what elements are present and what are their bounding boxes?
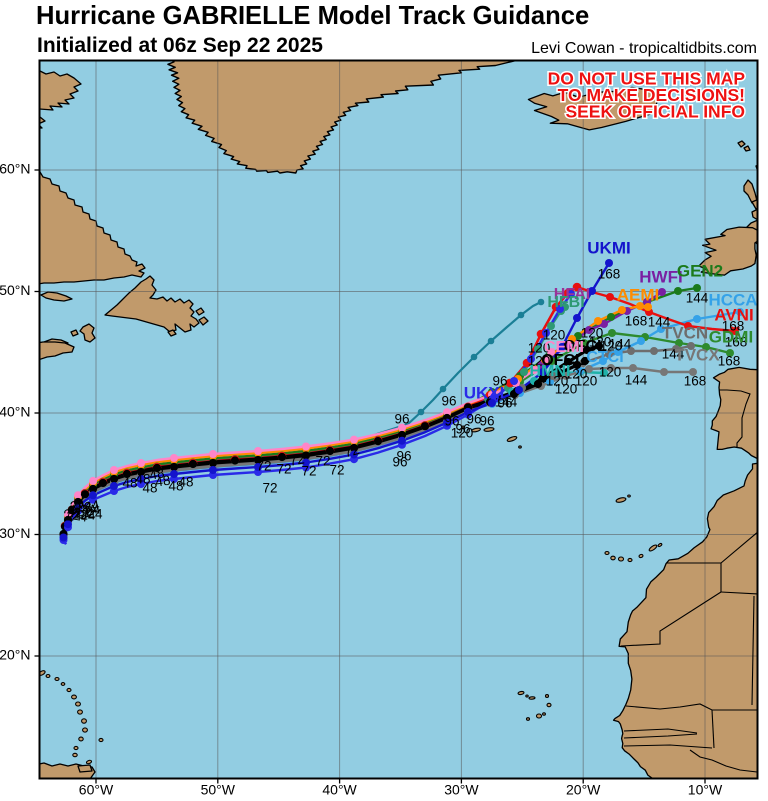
svg-text:AEMI: AEMI xyxy=(617,285,660,304)
svg-text:144: 144 xyxy=(609,337,632,352)
svg-text:SEEK OFFICIAL INFO: SEEK OFFICIAL INFO xyxy=(565,102,745,122)
svg-text:GDMI: GDMI xyxy=(709,327,753,346)
svg-text:120: 120 xyxy=(565,367,588,382)
svg-text:Hurricane GABRIELLE Model Trac: Hurricane GABRIELLE Model Track Guidance xyxy=(36,2,589,30)
svg-text:DO NOT USE THIS MAP: DO NOT USE THIS MAP xyxy=(548,69,746,89)
svg-text:HMNI: HMNI xyxy=(530,363,571,380)
svg-text:40°N: 40°N xyxy=(0,404,31,420)
svg-text:96: 96 xyxy=(455,422,470,437)
svg-text:24: 24 xyxy=(72,501,92,520)
svg-text:96: 96 xyxy=(396,449,411,464)
svg-text:HFBI: HFBI xyxy=(547,294,584,311)
svg-text:24: 24 xyxy=(76,500,92,515)
svg-text:AVNI: AVNI xyxy=(714,305,753,324)
svg-text:96: 96 xyxy=(441,394,456,409)
svg-text:144: 144 xyxy=(662,347,685,362)
svg-text:24: 24 xyxy=(69,496,88,515)
svg-text:OFCL: OFCL xyxy=(563,338,607,355)
svg-text:168: 168 xyxy=(722,319,745,334)
svg-text:48: 48 xyxy=(122,476,137,491)
svg-text:120: 120 xyxy=(589,335,612,350)
svg-text:10°W: 10°W xyxy=(688,782,723,798)
svg-text:120: 120 xyxy=(451,426,474,441)
svg-text:Initialized at 06z Sep 22 2025: Initialized at 06z Sep 22 2025 xyxy=(37,34,323,57)
svg-text:HFAI: HFAI xyxy=(554,286,590,303)
svg-text:144: 144 xyxy=(686,291,709,306)
svg-text:24: 24 xyxy=(87,507,103,522)
svg-text:24: 24 xyxy=(80,508,96,523)
svg-text:CEMI: CEMI xyxy=(544,339,584,356)
svg-text:40°W: 40°W xyxy=(322,782,357,798)
svg-text:30°N: 30°N xyxy=(0,525,31,541)
svg-text:72: 72 xyxy=(301,464,316,479)
svg-text:72: 72 xyxy=(343,442,361,460)
svg-text:OFCL: OFCL xyxy=(541,352,585,369)
svg-text:20°W: 20°W xyxy=(566,782,601,798)
svg-text:24: 24 xyxy=(66,509,82,524)
svg-text:24: 24 xyxy=(61,502,82,523)
svg-text:50°W: 50°W xyxy=(201,782,236,798)
svg-text:168: 168 xyxy=(725,335,748,350)
svg-text:120: 120 xyxy=(555,382,578,397)
svg-text:144: 144 xyxy=(648,315,671,330)
svg-text:TVCX: TVCX xyxy=(674,345,720,364)
svg-text:72: 72 xyxy=(315,454,330,469)
svg-text:168: 168 xyxy=(684,374,707,389)
svg-text:96: 96 xyxy=(392,455,407,470)
svg-text:48: 48 xyxy=(154,473,171,490)
svg-text:UKMI: UKMI xyxy=(587,238,630,257)
svg-text:72: 72 xyxy=(256,459,271,474)
svg-text:30°W: 30°W xyxy=(444,782,479,798)
svg-text:24: 24 xyxy=(84,501,102,518)
svg-text:48: 48 xyxy=(148,465,165,482)
svg-text:120: 120 xyxy=(543,328,566,343)
svg-text:168: 168 xyxy=(718,354,741,369)
svg-text:96: 96 xyxy=(479,414,494,429)
svg-text:96: 96 xyxy=(394,412,409,427)
svg-text:120: 120 xyxy=(600,339,623,354)
svg-text:120: 120 xyxy=(599,365,622,380)
svg-text:120: 120 xyxy=(528,341,551,356)
svg-text:120: 120 xyxy=(546,374,569,389)
svg-text:48: 48 xyxy=(168,479,183,494)
svg-text:HCCA: HCCA xyxy=(708,290,757,309)
svg-text:144: 144 xyxy=(625,373,648,388)
svg-text:96: 96 xyxy=(466,412,481,427)
svg-text:HWFI: HWFI xyxy=(639,267,682,286)
svg-text:UKXI: UKXI xyxy=(464,383,505,402)
svg-text:CTCI: CTCI xyxy=(586,349,623,366)
svg-text:72: 72 xyxy=(329,463,344,478)
svg-text:120: 120 xyxy=(581,326,604,341)
svg-text:120: 120 xyxy=(528,354,551,369)
svg-text:72: 72 xyxy=(288,451,305,468)
svg-text:TO MAKE DECISIONS!: TO MAKE DECISIONS! xyxy=(558,85,745,105)
svg-text:48: 48 xyxy=(142,481,157,496)
svg-text:96: 96 xyxy=(497,396,512,411)
svg-text:60°N: 60°N xyxy=(0,161,31,177)
svg-text:TVCN: TVCN xyxy=(662,323,708,342)
svg-text:20°N: 20°N xyxy=(0,647,31,663)
svg-text:96: 96 xyxy=(444,414,459,429)
svg-text:48: 48 xyxy=(135,472,150,487)
svg-text:60°W: 60°W xyxy=(79,782,114,798)
svg-text:48: 48 xyxy=(178,475,193,490)
svg-text:24: 24 xyxy=(71,507,89,524)
svg-text:50°N: 50°N xyxy=(0,282,31,298)
svg-text:Levi Cowan - tropicaltidbits.c: Levi Cowan - tropicaltidbits.com xyxy=(531,40,757,57)
svg-text:168: 168 xyxy=(598,267,621,282)
svg-text:144: 144 xyxy=(495,395,518,410)
svg-text:72: 72 xyxy=(276,462,291,477)
svg-text:24: 24 xyxy=(80,501,100,521)
svg-text:72: 72 xyxy=(262,481,277,496)
svg-text:24: 24 xyxy=(83,497,101,514)
svg-text:96: 96 xyxy=(492,374,507,389)
svg-text:168: 168 xyxy=(625,314,648,329)
svg-text:GEN2: GEN2 xyxy=(677,261,723,280)
svg-text:120: 120 xyxy=(575,374,598,389)
